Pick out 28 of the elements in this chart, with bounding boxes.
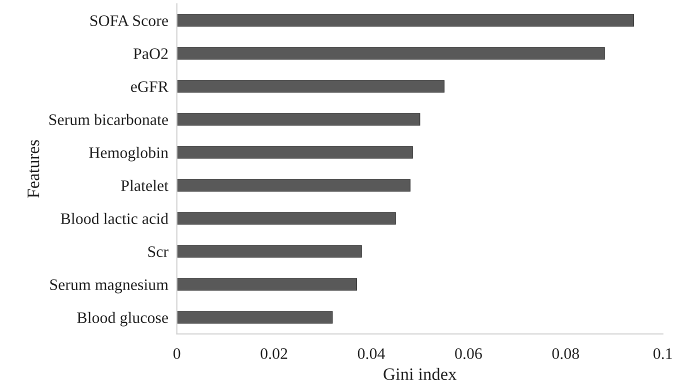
y-tick-label: Serum magnesium [50,279,168,294]
bar [176,47,605,60]
bar [176,278,358,291]
x-tick-label: 0 [173,348,180,360]
bar [176,146,413,159]
y-tick-label: Hemoglobin [89,146,168,162]
bar [176,212,396,225]
y-tick-label: eGFR [130,81,168,92]
bar [176,113,420,126]
x-tick-label: 0.06 [455,348,482,360]
x-tick-label: 0.04 [358,348,385,360]
bar [176,14,634,27]
y-axis-title: Features [28,140,40,198]
bar [176,179,410,192]
y-tick-label: Platelet [121,180,168,192]
bar [176,80,444,93]
y-tick-label: SOFA Score [90,15,168,26]
x-axis-title: Gini index [384,368,457,380]
y-tick-label: Blood glucose [77,312,168,326]
bar [176,311,333,324]
y-tick-label: Blood lactic acid [60,212,168,224]
y-tick-label: PaO2 [133,48,168,60]
x-tick-label: 0.1 [653,348,672,360]
x-tick-label: 0.08 [552,348,580,360]
bar [176,245,362,258]
y-tick-label: Serum bicarbonate [49,114,168,126]
y-tick-label: Scr [148,246,168,258]
x-tick-label: 0.02 [260,348,288,360]
